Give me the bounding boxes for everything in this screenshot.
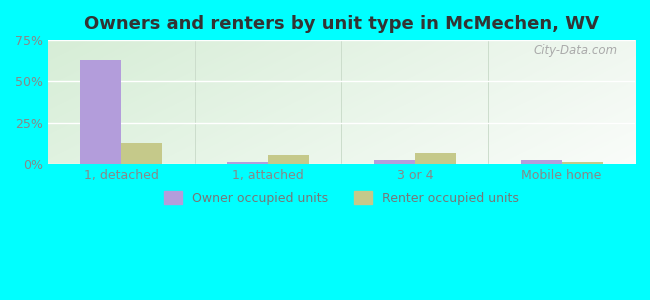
Bar	[521, 160, 562, 164]
Bar	[268, 155, 309, 164]
Bar	[122, 143, 162, 164]
Bar	[80, 60, 122, 164]
Bar	[374, 160, 415, 164]
Text: City-Data.com: City-Data.com	[533, 44, 618, 57]
Bar	[227, 162, 268, 164]
Bar	[415, 154, 456, 164]
Bar	[562, 162, 603, 164]
Legend: Owner occupied units, Renter occupied units: Owner occupied units, Renter occupied un…	[159, 187, 524, 210]
Title: Owners and renters by unit type in McMechen, WV: Owners and renters by unit type in McMec…	[84, 15, 599, 33]
